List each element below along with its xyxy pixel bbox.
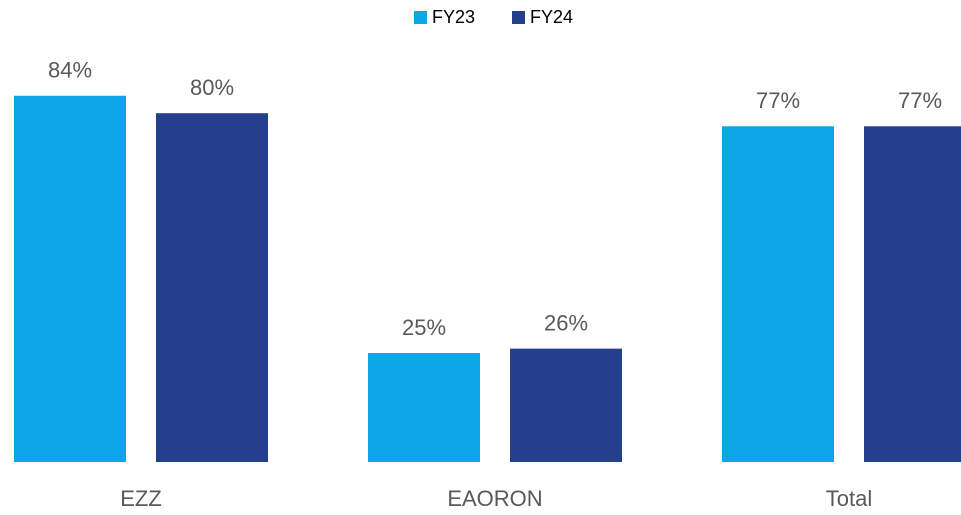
bar (368, 353, 480, 462)
x-tick-label: EAORON (447, 486, 542, 511)
legend-label: FY24 (530, 7, 573, 27)
bar (864, 126, 961, 462)
bar (14, 95, 126, 462)
x-tick-label: Total (826, 486, 872, 511)
data-label: 80% (190, 75, 234, 100)
bar (156, 113, 268, 462)
data-label: 25% (402, 315, 446, 340)
data-label: 84% (48, 58, 92, 83)
legend-label: FY23 (432, 7, 475, 27)
x-tick-label: EZZ (120, 486, 162, 511)
data-label: 77% (756, 88, 800, 113)
legend-swatch (414, 11, 427, 24)
legend-swatch (512, 11, 525, 24)
bar (510, 348, 622, 462)
data-label: 77% (898, 88, 942, 113)
bar (722, 126, 834, 462)
data-label: 26% (544, 310, 588, 335)
